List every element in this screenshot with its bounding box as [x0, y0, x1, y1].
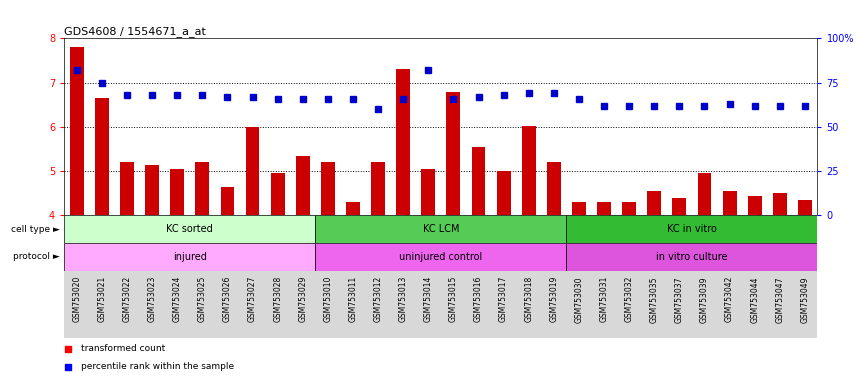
Text: uninjured control: uninjured control: [399, 252, 483, 262]
Bar: [195, 162, 209, 215]
Text: GSM753049: GSM753049: [800, 276, 810, 323]
Text: GSM753037: GSM753037: [675, 276, 684, 323]
Bar: [246, 127, 259, 215]
Text: injured: injured: [173, 252, 206, 262]
Bar: [372, 162, 385, 215]
Text: GSM753031: GSM753031: [599, 276, 609, 323]
Bar: [547, 162, 561, 215]
Text: GSM753042: GSM753042: [725, 276, 734, 323]
Bar: [95, 98, 109, 215]
Text: GSM753018: GSM753018: [524, 276, 533, 322]
Bar: [70, 47, 84, 215]
Bar: [396, 70, 410, 215]
Text: GSM753027: GSM753027: [248, 276, 257, 323]
Text: GSM753044: GSM753044: [750, 276, 759, 323]
Text: in vitro culture: in vitro culture: [657, 252, 728, 262]
Bar: [170, 169, 184, 215]
Text: cell type ►: cell type ►: [11, 225, 60, 234]
Bar: [64, 243, 315, 271]
Bar: [622, 202, 636, 215]
Bar: [722, 191, 736, 215]
Text: GSM753039: GSM753039: [700, 276, 709, 323]
Text: GSM753029: GSM753029: [298, 276, 307, 323]
Text: GSM753021: GSM753021: [98, 276, 106, 322]
Bar: [270, 174, 284, 215]
Bar: [673, 198, 687, 215]
Text: GSM753025: GSM753025: [198, 276, 207, 323]
Text: KC in vitro: KC in vitro: [667, 224, 716, 234]
Text: GSM753016: GSM753016: [474, 276, 483, 323]
Text: GSM753015: GSM753015: [449, 276, 458, 323]
Text: GSM753011: GSM753011: [348, 276, 358, 322]
Text: GSM753010: GSM753010: [324, 276, 332, 323]
Bar: [597, 202, 611, 215]
Bar: [146, 164, 159, 215]
Bar: [567, 215, 817, 243]
Text: GSM753023: GSM753023: [147, 276, 157, 323]
Text: GSM753013: GSM753013: [399, 276, 407, 323]
Bar: [346, 202, 360, 215]
Bar: [496, 171, 510, 215]
Text: GSM753024: GSM753024: [173, 276, 181, 323]
Text: GSM753019: GSM753019: [550, 276, 558, 323]
Text: GSM753032: GSM753032: [625, 276, 633, 323]
Bar: [773, 193, 787, 215]
Bar: [120, 162, 134, 215]
Bar: [572, 202, 586, 215]
Text: GSM753035: GSM753035: [650, 276, 659, 323]
Text: percentile rank within the sample: percentile rank within the sample: [80, 362, 234, 371]
Bar: [748, 195, 762, 215]
Bar: [698, 174, 711, 215]
Bar: [472, 147, 485, 215]
Bar: [315, 215, 567, 243]
Text: GSM753026: GSM753026: [223, 276, 232, 323]
Text: KC LCM: KC LCM: [423, 224, 459, 234]
Text: GDS4608 / 1554671_a_at: GDS4608 / 1554671_a_at: [64, 26, 206, 37]
Bar: [798, 200, 811, 215]
Text: GSM753012: GSM753012: [373, 276, 383, 322]
Bar: [221, 187, 235, 215]
Bar: [321, 162, 335, 215]
Text: GSM753047: GSM753047: [776, 276, 784, 323]
Text: GSM753014: GSM753014: [424, 276, 433, 323]
Text: GSM753022: GSM753022: [122, 276, 132, 322]
Text: GSM753030: GSM753030: [574, 276, 584, 323]
Bar: [567, 243, 817, 271]
Text: GSM753017: GSM753017: [499, 276, 508, 323]
Text: GSM753028: GSM753028: [273, 276, 282, 322]
Bar: [447, 91, 461, 215]
Bar: [647, 191, 661, 215]
Text: GSM753020: GSM753020: [72, 276, 81, 323]
Bar: [421, 169, 435, 215]
Bar: [296, 156, 310, 215]
Text: KC sorted: KC sorted: [166, 224, 213, 234]
Bar: [315, 243, 567, 271]
Text: transformed count: transformed count: [80, 344, 165, 353]
Bar: [64, 215, 315, 243]
Bar: [522, 126, 536, 215]
Text: protocol ►: protocol ►: [13, 252, 60, 262]
